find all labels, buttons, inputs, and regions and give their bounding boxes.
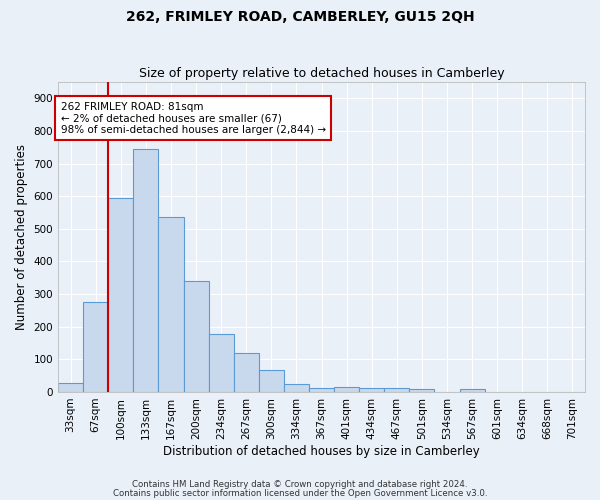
Bar — [384, 388, 409, 392]
Bar — [233, 353, 259, 392]
Bar — [133, 149, 158, 392]
Bar — [259, 370, 284, 392]
Text: Contains public sector information licensed under the Open Government Licence v3: Contains public sector information licen… — [113, 489, 487, 498]
Bar — [460, 389, 485, 392]
Title: Size of property relative to detached houses in Camberley: Size of property relative to detached ho… — [139, 66, 505, 80]
Text: 262 FRIMLEY ROAD: 81sqm
← 2% of detached houses are smaller (67)
98% of semi-det: 262 FRIMLEY ROAD: 81sqm ← 2% of detached… — [61, 102, 326, 135]
Text: 262, FRIMLEY ROAD, CAMBERLEY, GU15 2QH: 262, FRIMLEY ROAD, CAMBERLEY, GU15 2QH — [125, 10, 475, 24]
Bar — [359, 388, 384, 392]
Bar — [309, 388, 334, 392]
X-axis label: Distribution of detached houses by size in Camberley: Distribution of detached houses by size … — [163, 444, 480, 458]
Bar — [284, 384, 309, 392]
Bar — [209, 334, 233, 392]
Y-axis label: Number of detached properties: Number of detached properties — [15, 144, 28, 330]
Bar — [158, 217, 184, 392]
Bar — [83, 302, 108, 392]
Text: Contains HM Land Registry data © Crown copyright and database right 2024.: Contains HM Land Registry data © Crown c… — [132, 480, 468, 489]
Bar — [409, 388, 434, 392]
Bar — [108, 198, 133, 392]
Bar — [58, 383, 83, 392]
Bar — [334, 387, 359, 392]
Bar — [184, 281, 209, 392]
